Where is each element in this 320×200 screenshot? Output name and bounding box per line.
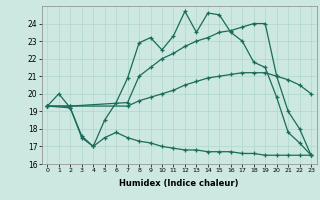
X-axis label: Humidex (Indice chaleur): Humidex (Indice chaleur) [119,179,239,188]
